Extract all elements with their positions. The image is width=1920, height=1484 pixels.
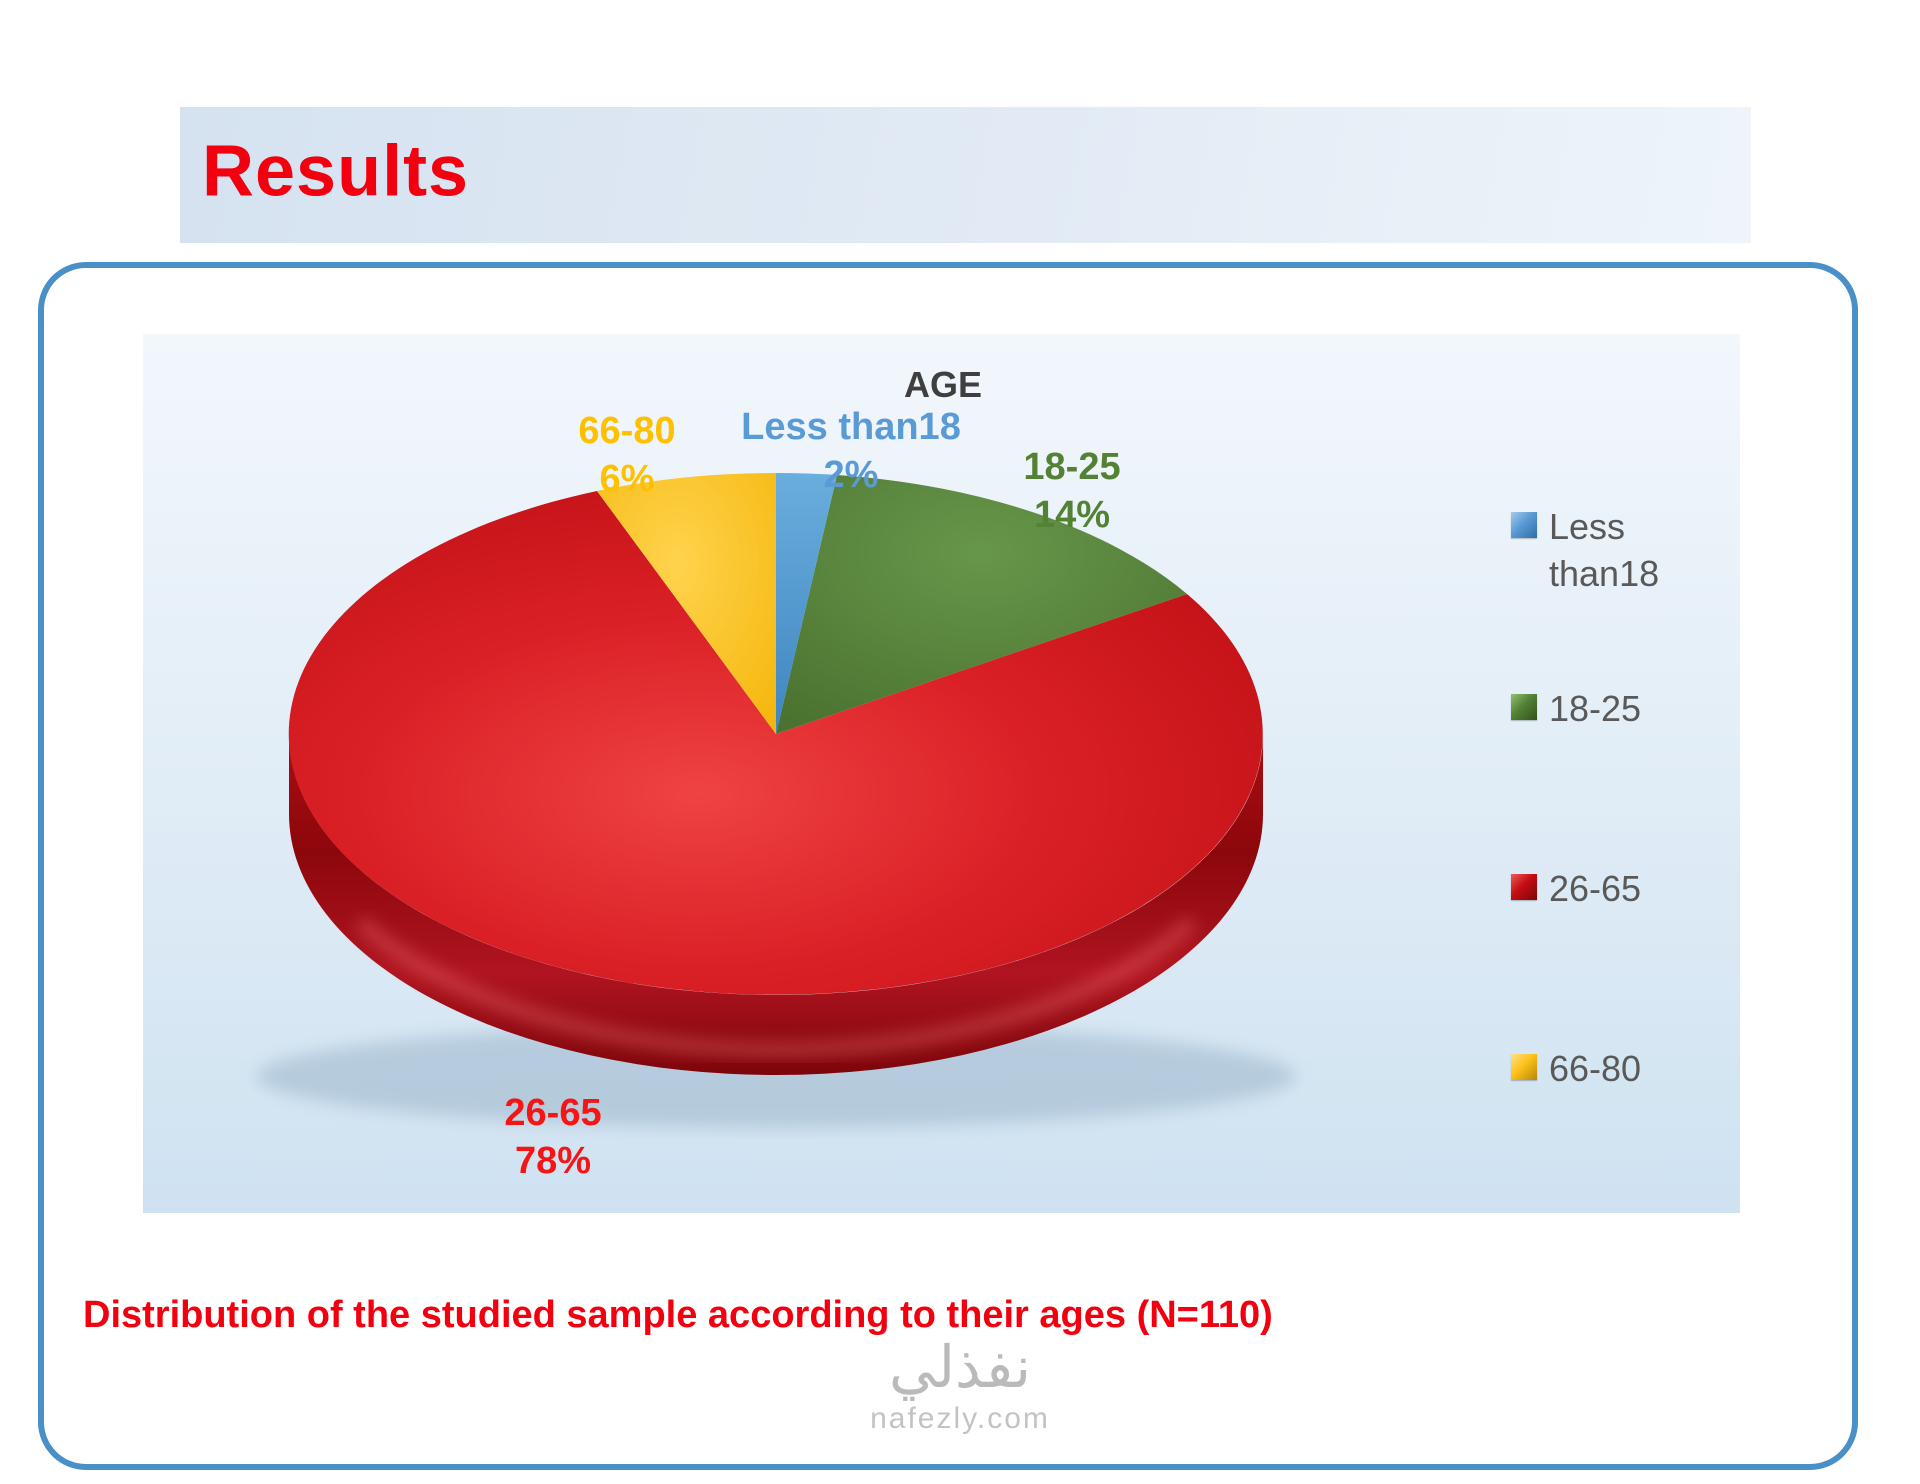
data-label-26-65-pct: 78% xyxy=(514,1139,592,1182)
legend-label-26-65: 26-65 xyxy=(1549,868,1642,909)
pie-slice-less-than18 xyxy=(776,472,837,734)
data-label-less-than18-name: Less than18 xyxy=(741,406,961,448)
content-panel: AGE 66-80 6% Less than18 2% 18-25 14% 26… xyxy=(38,262,1858,1470)
legend-item-18-25: 18-25 xyxy=(1511,686,1641,733)
page-title: Results xyxy=(202,131,470,212)
slide-header: Results xyxy=(180,107,1751,243)
data-label-66-80-name: 66-80 xyxy=(578,410,676,452)
pie-chart-area: AGE 66-80 6% Less than18 2% 18-25 14% 26… xyxy=(143,334,1740,1213)
legend-swatch-red xyxy=(1511,874,1537,900)
pie-slice-66-80 xyxy=(597,472,776,734)
data-label-less-than18: Less than18 2% xyxy=(701,404,1001,499)
data-label-18-25-name: 18-25 xyxy=(1023,446,1121,488)
data-label-26-65-name: 26-65 xyxy=(504,1092,602,1134)
legend-label-66-80: 66-80 xyxy=(1549,1048,1642,1089)
data-label-less-than18-pct: 2% xyxy=(823,453,879,496)
legend-swatch-yellow xyxy=(1511,1054,1537,1080)
pie-side-gloss xyxy=(355,916,1197,1057)
chart-title: AGE xyxy=(903,364,982,405)
pie-chart xyxy=(256,472,1296,1128)
legend-item-66-80: 66-80 xyxy=(1511,1046,1641,1093)
pie-shadow xyxy=(256,1024,1296,1128)
legend-item-26-65: 26-65 xyxy=(1511,866,1641,913)
chart-caption: Distribution of the studied sample accor… xyxy=(83,1294,1273,1336)
legend-label-18-25: 18-25 xyxy=(1549,688,1642,729)
legend-swatch-blue xyxy=(1511,512,1537,538)
data-label-66-80-pct: 6% xyxy=(599,457,655,500)
pie-side-26-65 xyxy=(289,734,1263,1075)
legend-item-less-than18: Less than18 xyxy=(1511,504,1699,598)
pie-slice-26-65 xyxy=(288,491,1263,995)
legend-swatch-green xyxy=(1511,694,1537,720)
data-label-26-65: 26-65 78% xyxy=(453,1090,653,1185)
data-label-18-25: 18-25 14% xyxy=(972,444,1172,539)
legend-label-less-than18: Less than18 xyxy=(1549,506,1660,594)
pie-slice-18-25 xyxy=(776,475,1187,734)
data-label-18-25-pct: 14% xyxy=(1033,493,1111,536)
data-label-66-80: 66-80 6% xyxy=(527,408,727,503)
